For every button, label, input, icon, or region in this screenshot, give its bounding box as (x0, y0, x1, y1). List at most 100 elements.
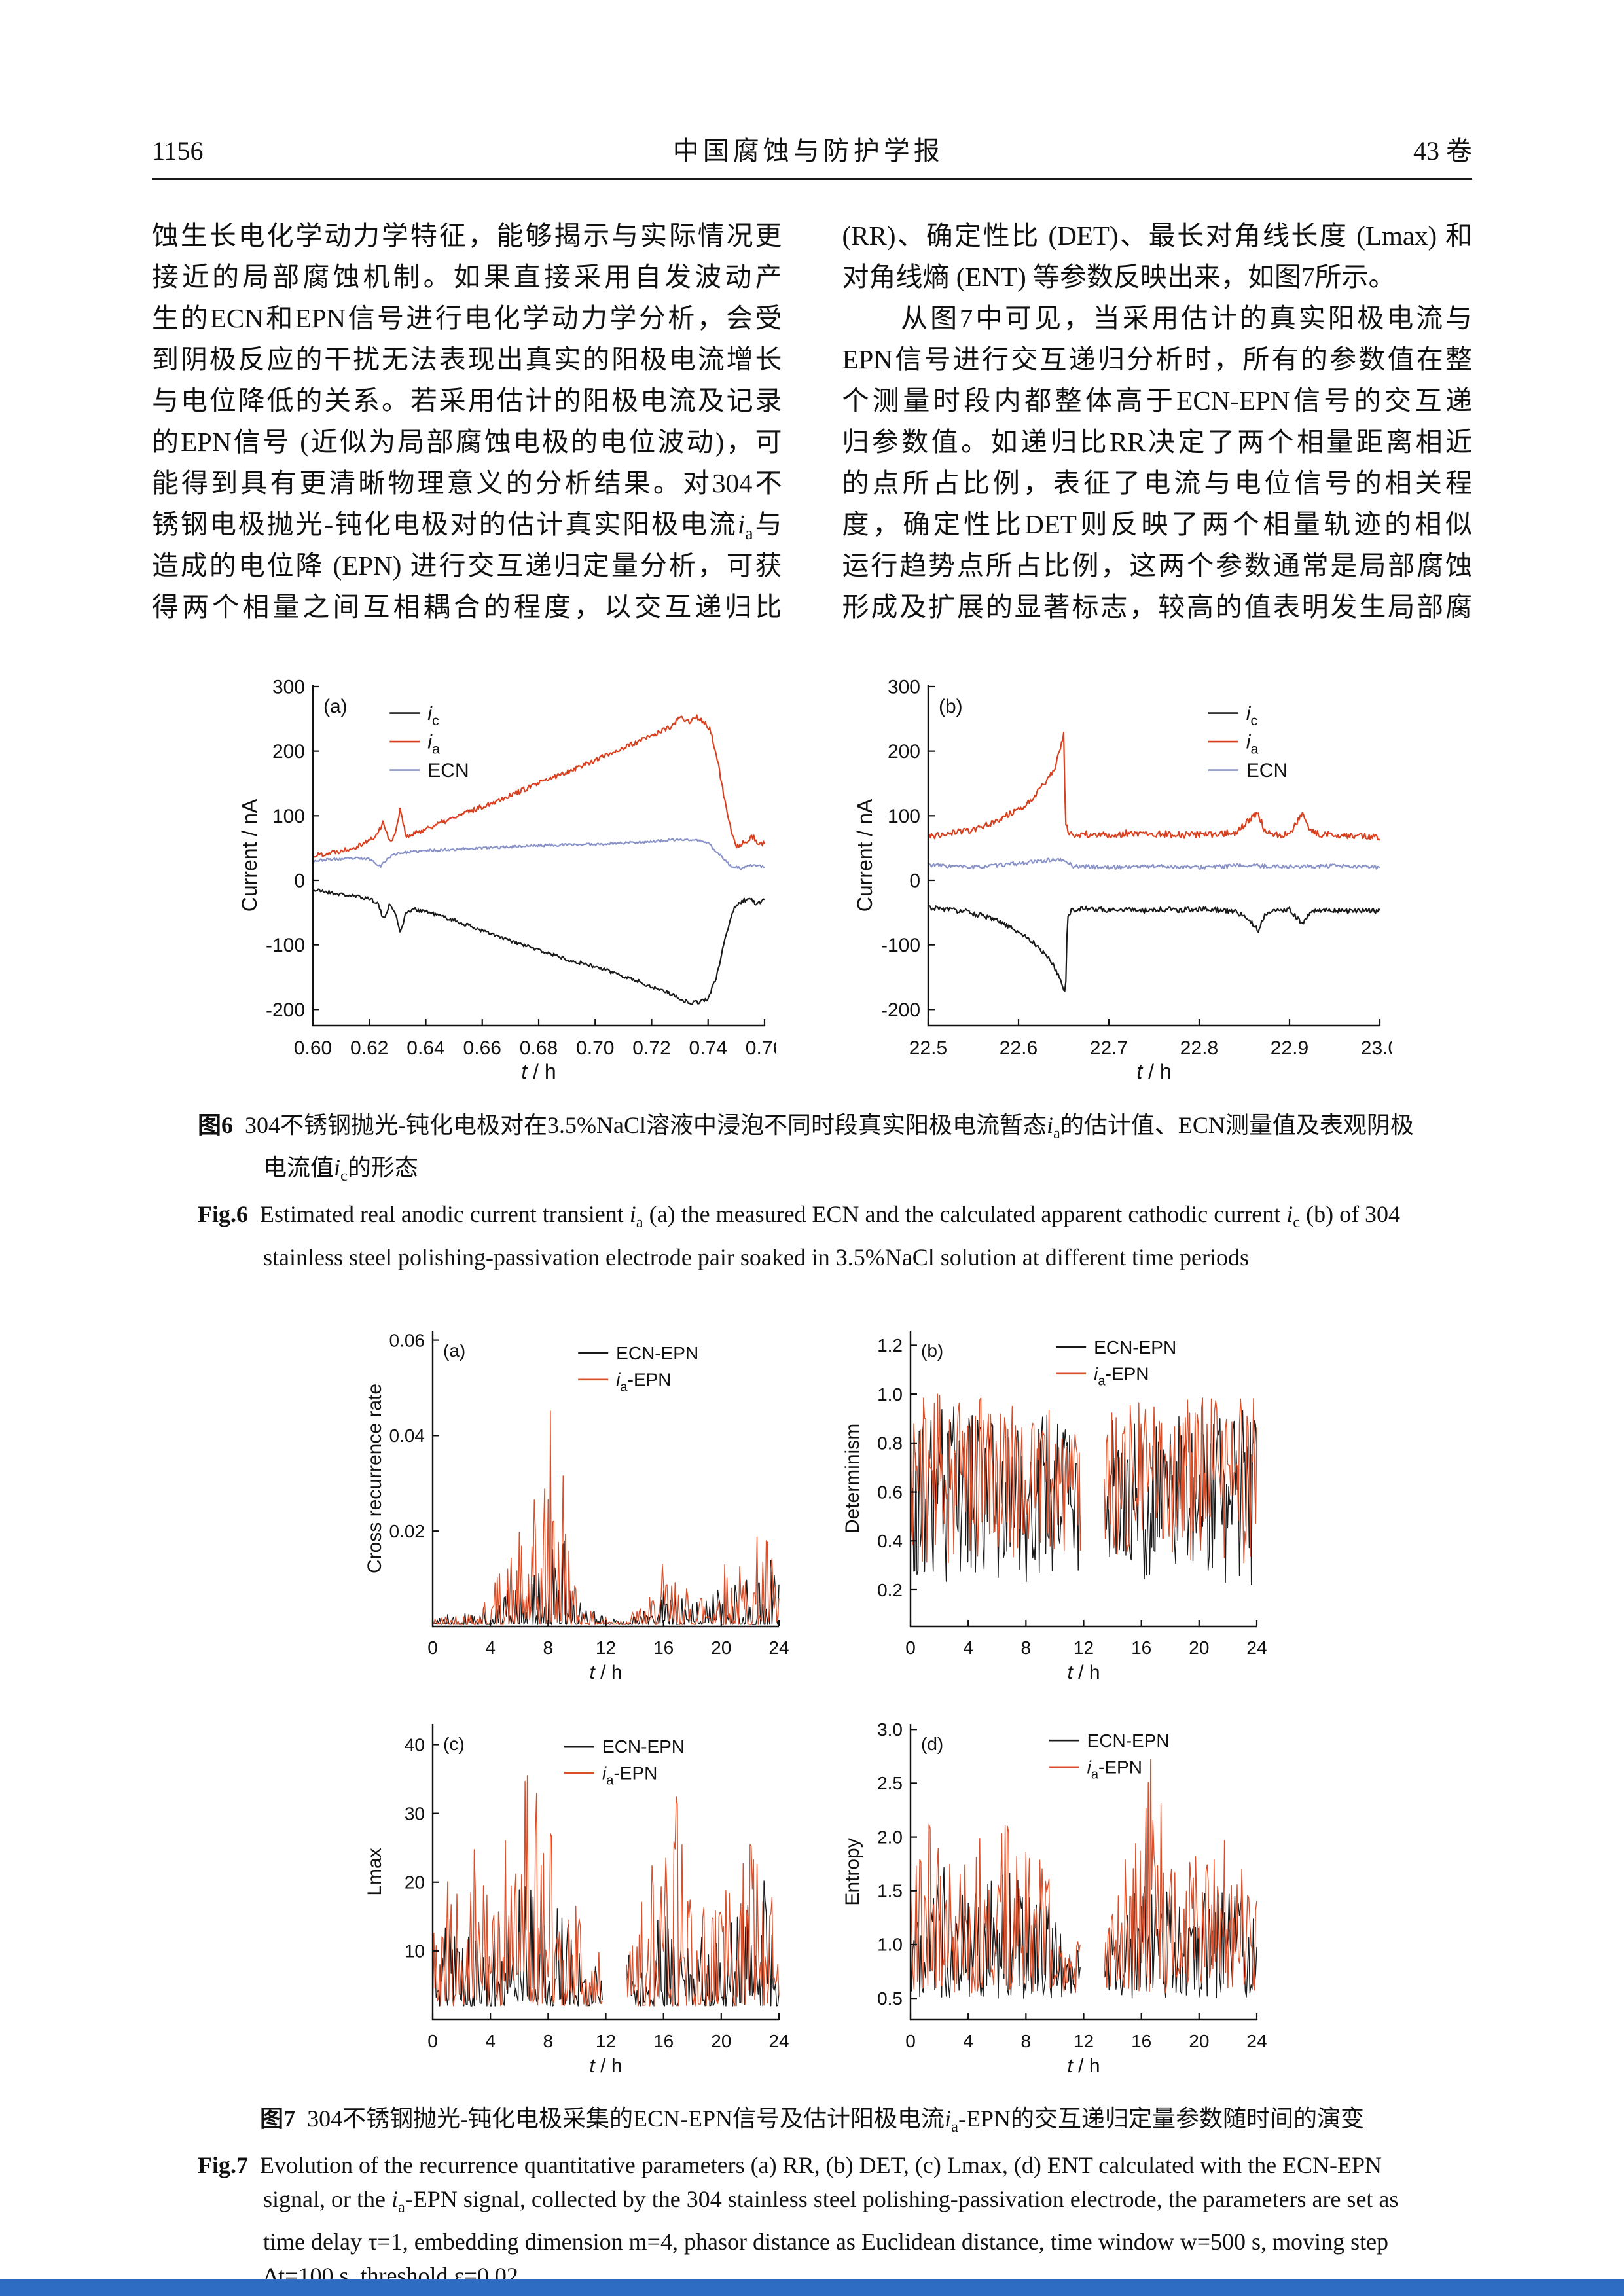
svg-text:1.2: 1.2 (877, 1335, 903, 1355)
svg-text:2.0: 2.0 (877, 1827, 903, 1847)
page-number: 1156 (152, 136, 204, 166)
body-text: 蚀生长电化学动力学特征，能够揭示与实际情况更 接近的局部腐蚀机制。如果直接采用自… (152, 215, 1472, 628)
svg-text:ia: ia (1246, 732, 1259, 757)
svg-text:40: 40 (404, 1734, 424, 1755)
text-line: 的EPN信号 (近似为局部腐蚀电极的电位波动)，可 (152, 427, 782, 457)
text-line: EPN信号进行交互递归分析时，所有的参数值在整 (842, 344, 1473, 374)
svg-text:12: 12 (595, 2031, 615, 2051)
svg-text:0: 0 (905, 2031, 916, 2051)
svg-text:0.2: 0.2 (877, 1579, 903, 1600)
svg-text:1.5: 1.5 (877, 1880, 903, 1901)
svg-text:t / h: t / h (521, 1060, 556, 1083)
svg-text:(b): (b) (939, 696, 963, 717)
svg-text:24: 24 (1246, 2031, 1267, 2051)
svg-text:24: 24 (768, 2031, 789, 2051)
fig7-caption-en-text: Evolution of the recurrence quantitative… (260, 2151, 1399, 2289)
fig7-caption-en-label: Fig.7 (198, 2151, 248, 2178)
svg-text:3.0: 3.0 (877, 1719, 903, 1740)
fig6-caption-en: Fig.6 Estimated real anodic current trans… (152, 1197, 1472, 1274)
svg-text:t / h: t / h (1067, 1662, 1100, 1683)
fig7-caption-en: Fig.7 Evolution of the recurrence quantit… (152, 2148, 1472, 2293)
svg-text:(a): (a) (323, 696, 348, 717)
fig7-chart-entropy: 0 4 8 12 16 20 24 0.5 1.0 1.5 2.0 2.5 3.0 t / h Entrop… (835, 1707, 1267, 2085)
text-line: 个测量时段内都整体高于ECN-EPN信号的交互递 (842, 386, 1473, 416)
svg-text:22.6: 22.6 (999, 1037, 1037, 1059)
svg-text:Current / nA: Current / nA (853, 798, 876, 912)
chart-svg: 22.5 22.6 22.7 22.8 22.9 23.0 -200 -100 0 100 200 3… (853, 676, 1399, 1083)
svg-text:t / h: t / h (589, 1662, 622, 1683)
text-line: 蚀生长电化学动力学特征，能够揭示与实际情况更 (152, 221, 782, 251)
text-line: 运行趋势点所占比例，这两个参数通常是局部腐蚀 (842, 550, 1473, 581)
svg-text:0.64: 0.64 (406, 1037, 444, 1059)
svg-text:(d): (d) (921, 1734, 943, 1754)
chart-svg: 0 4 8 12 16 20 24 0.02 0.04 0.06 t / h Cross recurr… (364, 1330, 789, 1683)
svg-text:8: 8 (543, 1638, 553, 1658)
fig6-caption-en-text: Estimated real anodic current transient … (260, 1201, 1401, 1270)
svg-text:0: 0 (427, 1638, 438, 1658)
fig7-chart-rr: 0 4 8 12 16 20 24 0.02 0.04 0.06 t / h Cross recurr… (357, 1314, 789, 1691)
svg-text:0.5: 0.5 (877, 1988, 903, 2008)
header-rule (152, 178, 1472, 180)
svg-text:0.74: 0.74 (689, 1037, 727, 1059)
svg-text:ia: ia (427, 732, 441, 757)
journal-title: 中国腐蚀与防护学报 (672, 136, 944, 166)
svg-text:12: 12 (595, 1638, 615, 1658)
svg-text:8: 8 (1020, 2031, 1031, 2051)
svg-text:16: 16 (653, 1638, 674, 1658)
chart-svg: 0.60 0.62 0.64 0.66 0.68 0.70 0.72 0.74 0.76 -200… (238, 676, 784, 1083)
svg-text:Lmax: Lmax (364, 1848, 386, 1895)
svg-text:300: 300 (272, 676, 304, 698)
svg-text:0.6: 0.6 (877, 1482, 903, 1502)
svg-text:22.9: 22.9 (1270, 1037, 1308, 1059)
svg-text:4: 4 (485, 1638, 496, 1658)
svg-text:10: 10 (404, 1941, 424, 1961)
svg-text:0.8: 0.8 (877, 1433, 903, 1453)
text-line: 得两个相量之间互相耦合的程度，以交互递归比 (152, 592, 782, 622)
svg-text:-200: -200 (265, 999, 304, 1021)
fig7-chart-lmax: 0 4 8 12 16 20 24 10 20 30 40 t / h Lmax (c) ECN-EPN ia… (357, 1707, 789, 2085)
fig6-caption-zh-text: 304不锈钢抛光-钝化电极对在3.5%NaCl溶液中浸泡不同时段真实阳极电流暂态… (245, 1112, 1414, 1185)
svg-text:(c): (c) (443, 1734, 465, 1754)
svg-text:300: 300 (887, 676, 920, 698)
svg-text:-100: -100 (880, 935, 920, 956)
svg-text:22.8: 22.8 (1180, 1037, 1218, 1059)
text-line: (RR)、确定性比 (DET)、最长对角线长度 (Lmax) 和 (842, 221, 1473, 251)
svg-text:4: 4 (963, 2031, 973, 2051)
text-line: 接近的局部腐蚀机制。如果直接采用自发波动产 (152, 262, 782, 292)
fig6-chart-a: 0.60 0.62 0.64 0.66 0.68 0.70 0.72 0.74 0.76 -200… (233, 666, 784, 1091)
svg-text:20: 20 (404, 1872, 424, 1892)
svg-text:16: 16 (1131, 1638, 1151, 1658)
fig6-chart-b: 22.5 22.6 22.7 22.8 22.9 23.0 -200 -100 0 100 200 3… (848, 666, 1399, 1091)
footer-bar (0, 2279, 1624, 2296)
text-line: 的点所占比例，表征了电流与电位信号的相关程 (842, 468, 1473, 498)
svg-text:ia-EPN: ia-EPN (1094, 1363, 1149, 1388)
svg-text:0.70: 0.70 (576, 1037, 614, 1059)
svg-text:(a): (a) (443, 1340, 465, 1361)
svg-text:8: 8 (1020, 1638, 1031, 1658)
svg-text:Cross recurrence rate: Cross recurrence rate (364, 1384, 386, 1573)
svg-text:0.72: 0.72 (632, 1037, 670, 1059)
text-line: 归参数值。如递归比RR决定了两个相量距离相近 (842, 427, 1473, 457)
text-column-right: (RR)、确定性比 (DET)、最长对角线长度 (Lmax) 和 对角线熵 (E… (842, 215, 1473, 628)
svg-text:24: 24 (1246, 1638, 1267, 1658)
svg-text:ECN-EPN: ECN-EPN (1087, 1731, 1169, 1751)
volume-label: 43 卷 (1413, 136, 1472, 166)
text-line: 锈钢电极抛光-钝化电极对的估计真实阳极电流ia与 (152, 509, 782, 545)
figure-6: 0.60 0.62 0.64 0.66 0.68 0.70 0.72 0.74 0.76 -200… (152, 666, 1472, 1274)
fig6-caption-zh: 图6 304不锈钢抛光-钝化电极对在3.5%NaCl溶液中浸泡不同时段真实阳极电流… (152, 1108, 1472, 1193)
svg-text:0: 0 (427, 2031, 438, 2051)
svg-text:0.66: 0.66 (463, 1037, 501, 1059)
svg-text:22.5: 22.5 (909, 1037, 947, 1059)
text-line: 形成及扩展的显著标志，较高的值表明发生局部腐 (842, 592, 1473, 622)
svg-text:22.7: 22.7 (1089, 1037, 1127, 1059)
svg-text:4: 4 (485, 2031, 496, 2051)
text-line: 造成的电位降 (EPN) 进行交互递归定量分析，可获 (152, 550, 782, 581)
svg-text:ic: ic (427, 703, 439, 728)
svg-text:16: 16 (653, 2031, 674, 2051)
svg-text:4: 4 (963, 1638, 973, 1658)
figure-6-charts: 0.60 0.62 0.64 0.66 0.68 0.70 0.72 0.74 0.76 -200… (152, 666, 1472, 1091)
svg-text:0.68: 0.68 (519, 1037, 557, 1059)
chart-svg: 0 4 8 12 16 20 24 10 20 30 40 t / h Lmax (c) ECN-EPN ia… (364, 1723, 789, 2077)
svg-text:Entropy: Entropy (842, 1838, 863, 1905)
svg-text:ECN-EPN: ECN-EPN (602, 1736, 685, 1757)
